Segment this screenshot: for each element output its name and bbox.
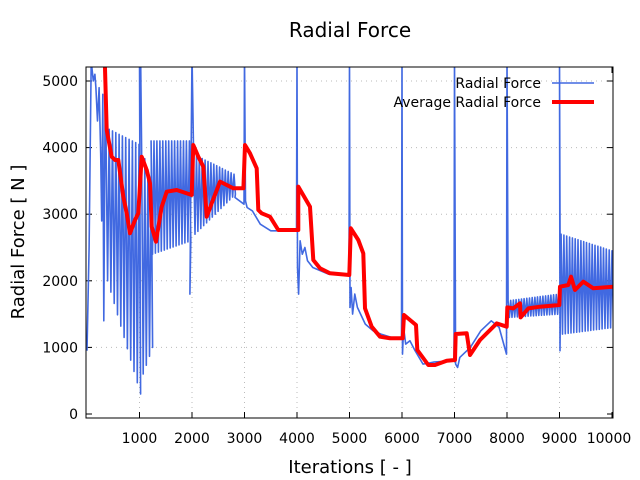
legend: Radial Force Average Radial Force [393, 76, 594, 111]
y-tick-label: 3000 [42, 207, 78, 223]
x-tick-label: 2000 [174, 431, 210, 447]
legend-label-average-radial-force: Average Radial Force [393, 95, 541, 111]
x-tick-label: 5000 [332, 431, 368, 447]
x-tick-label: 10000 [587, 431, 632, 447]
x-tick-label: 6000 [384, 431, 420, 447]
chart-title: Radial Force [289, 18, 411, 42]
y-tick-label: 0 [69, 407, 78, 423]
y-tick-label: 1000 [42, 340, 78, 356]
axis-ticks: 0 1000 2000 3000 4000 5000 1000 2000 3000 4000 500… [42, 67, 631, 447]
y-tick-label: 5000 [42, 74, 78, 90]
x-tick-label: 1000 [122, 431, 158, 447]
y-tick-label: 4000 [42, 141, 78, 157]
legend-label-radial-force: Radial Force [455, 76, 541, 92]
x-tick-label: 9000 [542, 431, 578, 447]
series-line-average-radial-force [102, 67, 613, 367]
y-axis-label: Radial Force [ N ] [8, 165, 29, 320]
x-tick-label: 4000 [279, 431, 315, 447]
x-tick-label: 7000 [437, 431, 473, 447]
plot-frame [85, 66, 614, 419]
y-tick-label: 2000 [42, 274, 78, 290]
x-axis-label: Iterations [ - ] [288, 457, 411, 478]
x-tick-label: 8000 [489, 431, 525, 447]
x-tick-label: 3000 [227, 431, 263, 447]
